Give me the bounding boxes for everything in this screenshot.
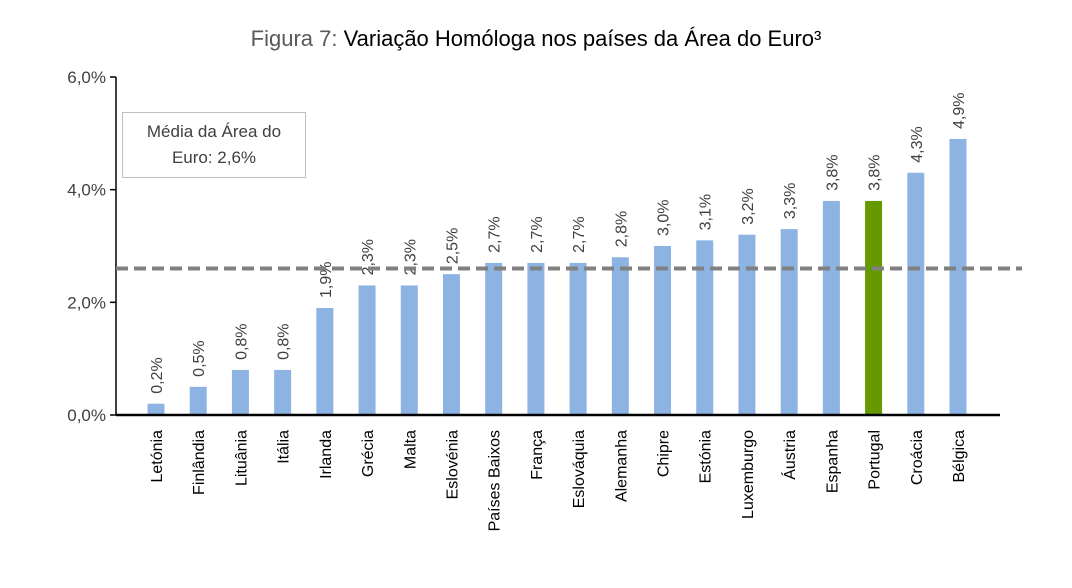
title-text: Variação Homóloga nos países da Área do … (343, 26, 822, 51)
data-label: 1,9% (318, 261, 335, 297)
data-label: 0,2% (149, 357, 166, 393)
data-label: 2,5% (444, 228, 461, 264)
data-label: 2,7% (571, 216, 588, 252)
y-tick-label: 0,0% (67, 406, 106, 425)
data-label: 0,5% (191, 340, 208, 376)
data-label: 2,7% (529, 216, 546, 252)
data-label: 4,3% (909, 126, 926, 162)
bar-eslovénia (442, 274, 460, 415)
average-label-line2: Euro: 2,6% (171, 148, 257, 167)
category-label: Croácia (909, 430, 926, 485)
category-label: França (529, 430, 546, 480)
data-label: 3,3% (782, 183, 799, 219)
category-label: Eslovénia (444, 430, 461, 499)
bar-irlanda (316, 307, 334, 415)
bar-luxemburgo (738, 234, 756, 415)
data-label: 3,1% (698, 194, 715, 230)
bar-alemanha (611, 257, 629, 415)
category-label: Letónia (149, 430, 166, 483)
category-label: Eslováquia (571, 430, 588, 508)
bar-grécia (358, 285, 376, 415)
category-label: Espanha (824, 430, 841, 493)
category-label: Grécia (360, 430, 377, 477)
category-label: Portugal (867, 430, 884, 490)
y-tick-label: 4,0% (67, 181, 106, 200)
data-label: 3,8% (824, 154, 841, 190)
chart-title: Figura 7: Variação Homóloga nos países d… (0, 26, 1072, 52)
data-label: 4,9% (951, 92, 968, 128)
category-label: Malta (402, 430, 419, 469)
y-tick-label: 2,0% (67, 293, 106, 312)
bar-letónia (147, 403, 165, 415)
bar-frança (527, 262, 545, 415)
data-label: 3,0% (656, 200, 673, 236)
bar-malta (400, 285, 418, 415)
category-label: Países Baixos (487, 430, 504, 531)
category-label: Lituânia (233, 430, 250, 486)
category-label: Bélgica (951, 430, 968, 483)
category-label: Áustria (780, 430, 799, 480)
bar-áustria (780, 229, 798, 415)
average-annotation: Média da Área do Euro: 2,6% (122, 112, 306, 178)
average-label-line1: Média da Área do (146, 122, 282, 141)
category-label: Luxemburgo (740, 430, 757, 519)
data-label: 2,3% (360, 239, 377, 275)
bar-itália (274, 369, 292, 415)
bar-eslováquia (569, 262, 587, 415)
bar-croácia (907, 172, 925, 415)
bar-finlândia (189, 386, 207, 415)
data-label: 3,2% (740, 188, 757, 224)
data-label: 0,8% (233, 323, 250, 359)
bar-portugal (865, 200, 883, 415)
category-label: Chipre (656, 430, 673, 477)
bar-estónia (696, 240, 714, 415)
bar-bélgica (949, 138, 967, 415)
bar-lituânia (231, 369, 249, 415)
data-label: 2,3% (402, 239, 419, 275)
figure-number: Figura 7: (250, 26, 338, 51)
data-label: 3,8% (867, 154, 884, 190)
bar-espanha (822, 200, 840, 415)
category-label: Irlanda (318, 430, 335, 479)
data-label: 0,8% (276, 323, 293, 359)
category-label: Itália (276, 430, 293, 464)
bar-países-baixos (485, 262, 503, 415)
data-label: 2,7% (487, 216, 504, 252)
data-label: 2,8% (613, 211, 630, 247)
bar-chipre (654, 246, 672, 415)
category-label: Alemanha (613, 430, 630, 502)
y-tick-label: 6,0% (67, 68, 106, 87)
category-label: Finlândia (191, 430, 208, 495)
category-label: Estónia (698, 430, 715, 483)
